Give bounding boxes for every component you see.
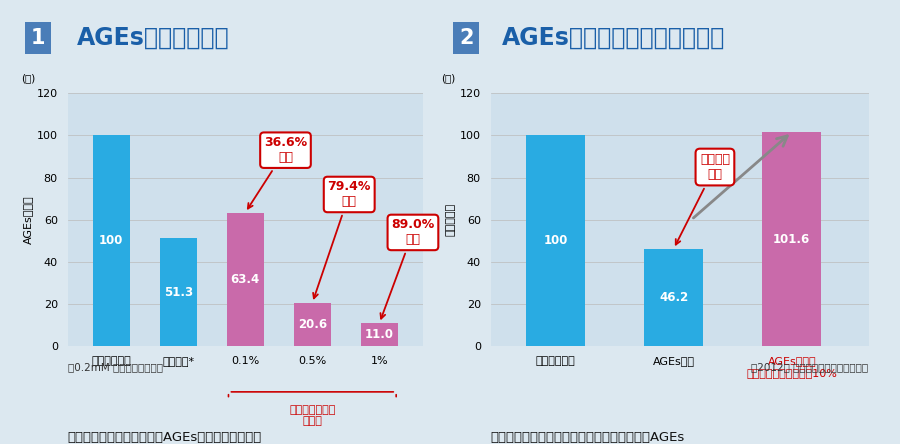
Text: 1: 1 [31, 28, 45, 48]
Text: AGEsによる細胞毒性抑制作用: AGEsによる細胞毒性抑制作用 [502, 26, 725, 50]
Text: ＊0.2mM アミノグアニジン: ＊0.2mM アミノグアニジン [68, 362, 163, 372]
Bar [762, 132, 822, 346]
Bar [361, 323, 398, 346]
Bar [93, 135, 130, 346]
Text: (％): (％) [441, 73, 455, 83]
Text: 細胞死を
抑制: 細胞死を 抑制 [676, 153, 730, 245]
Text: 北海道ハマナス
エキス: 北海道ハマナス エキス [289, 404, 336, 426]
Text: 北海道ハマナスエキスを同時添加したものはAGEs
による線維芽細胞への毒性が抑制された。: 北海道ハマナスエキスを同時添加したものはAGEs による線維芽細胞への毒性が抑制… [491, 431, 685, 444]
Text: 36.6%
抑制: 36.6% 抑制 [248, 136, 307, 209]
Text: (％): (％) [22, 73, 35, 83]
Text: 51.3: 51.3 [164, 286, 193, 299]
Text: 79.4%
抑制: 79.4% 抑制 [313, 180, 371, 298]
Bar [526, 135, 585, 346]
Text: 89.0%
抑制: 89.0% 抑制 [381, 218, 435, 319]
Text: 63.4: 63.4 [230, 273, 260, 286]
Text: 北海道ハマナスエキスにはAGEs産生を抑制する効
果が認められた。（in vitro）: 北海道ハマナスエキスにはAGEs産生を抑制する効 果が認められた。（in vit… [68, 431, 262, 444]
Bar [159, 238, 196, 346]
Bar [294, 303, 331, 346]
Text: 11.0: 11.0 [364, 328, 394, 341]
Y-axis label: 細胞生存率: 細胞生存率 [446, 203, 455, 236]
Text: （2012年 日本農芸化学会にて発表）: （2012年 日本農芸化学会にて発表） [752, 362, 868, 372]
Text: 100: 100 [544, 234, 568, 247]
Text: AGEs産生抑制作用: AGEs産生抑制作用 [76, 26, 230, 50]
Y-axis label: AGEs産生量: AGEs産生量 [22, 195, 32, 244]
Text: 20.6: 20.6 [298, 318, 327, 331]
Text: 101.6: 101.6 [773, 233, 810, 246]
Text: 46.2: 46.2 [659, 291, 688, 304]
Text: 100: 100 [99, 234, 123, 247]
Bar [644, 249, 703, 346]
Bar [227, 213, 264, 346]
Text: 2: 2 [459, 28, 473, 48]
